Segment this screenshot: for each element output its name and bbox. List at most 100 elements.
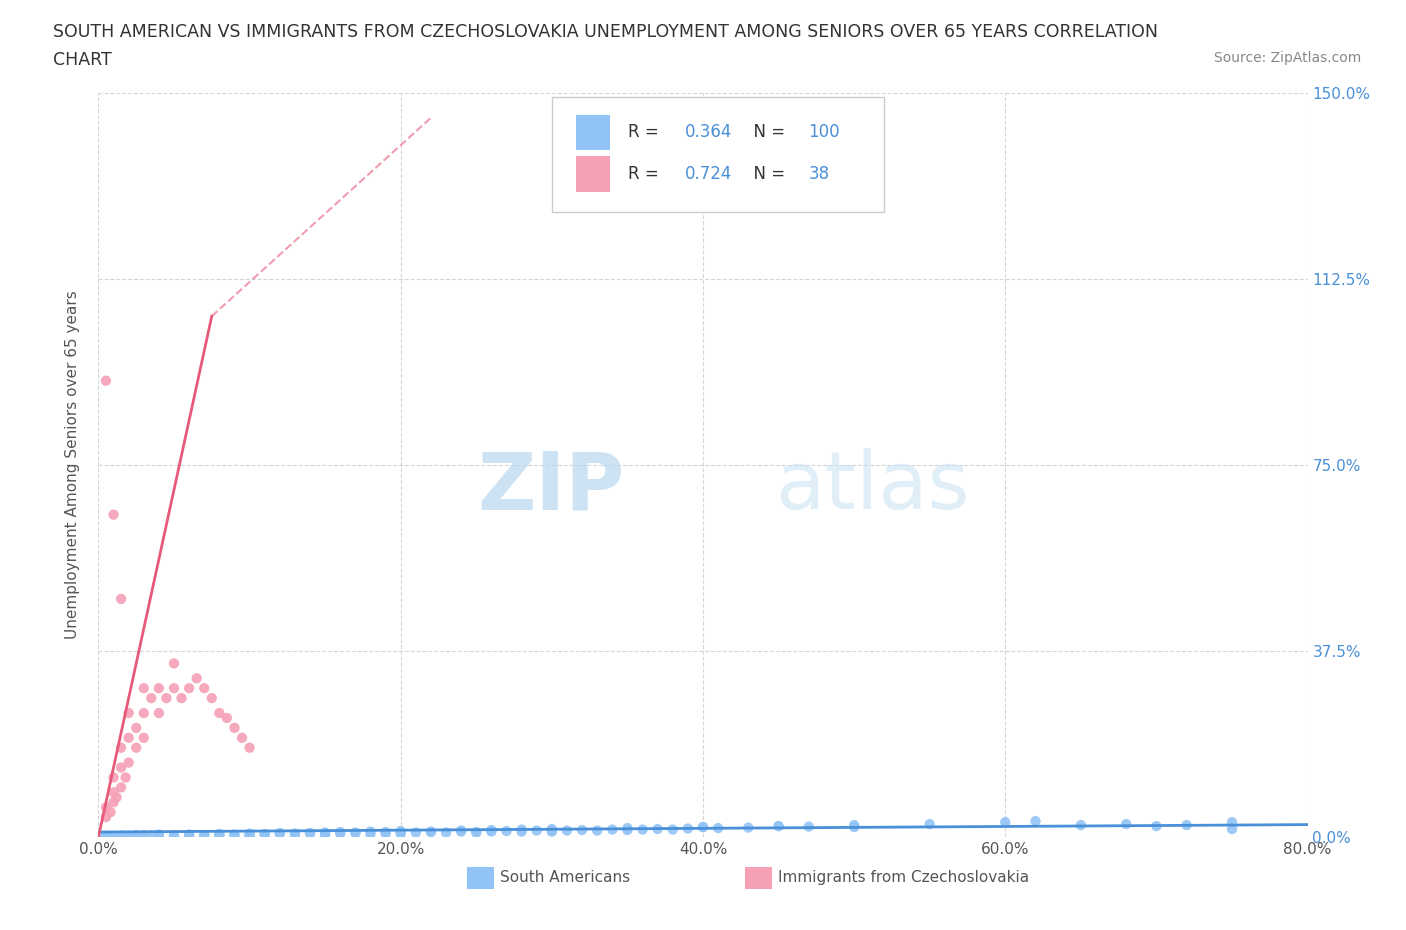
- Point: [94, 810, 117, 825]
- Point: [132, 730, 155, 745]
- Point: [148, 827, 170, 842]
- Point: [1115, 817, 1137, 831]
- Point: [103, 829, 125, 844]
- Point: [616, 820, 638, 835]
- Point: [510, 822, 533, 837]
- Text: R =: R =: [628, 166, 664, 183]
- Text: 38: 38: [808, 166, 830, 183]
- Point: [1220, 815, 1243, 830]
- Point: [1175, 817, 1198, 832]
- Text: 0.364: 0.364: [685, 124, 733, 141]
- Point: [132, 706, 155, 721]
- Point: [481, 824, 503, 839]
- Point: [994, 815, 1017, 830]
- Point: [103, 507, 125, 522]
- Point: [110, 780, 132, 795]
- Point: [163, 656, 186, 671]
- Point: [676, 821, 699, 836]
- Point: [692, 819, 714, 834]
- Point: [148, 681, 170, 696]
- Point: [239, 740, 262, 755]
- Point: [602, 822, 624, 837]
- Point: [465, 825, 488, 840]
- Point: [239, 828, 262, 843]
- Point: [844, 817, 866, 832]
- Point: [555, 823, 578, 838]
- Point: [179, 829, 201, 844]
- Point: [360, 827, 382, 842]
- Point: [224, 828, 246, 843]
- Point: [110, 828, 132, 843]
- Point: [299, 826, 322, 841]
- Point: [208, 706, 231, 721]
- Point: [125, 740, 148, 755]
- Text: 0.724: 0.724: [685, 166, 733, 183]
- Point: [179, 827, 201, 842]
- Point: [253, 827, 276, 842]
- Point: [329, 826, 352, 841]
- Text: R =: R =: [628, 124, 664, 141]
- Point: [1070, 817, 1092, 832]
- Text: atlas: atlas: [776, 448, 970, 526]
- Point: [540, 824, 562, 839]
- Text: Source: ZipAtlas.com: Source: ZipAtlas.com: [1213, 51, 1361, 65]
- Point: [495, 824, 517, 839]
- Text: N =: N =: [742, 124, 790, 141]
- Point: [239, 826, 262, 841]
- Point: [420, 825, 443, 840]
- Point: [94, 800, 117, 815]
- Point: [94, 829, 117, 844]
- Point: [132, 828, 155, 843]
- Point: [737, 820, 759, 835]
- Bar: [467, 867, 494, 889]
- Point: [269, 826, 291, 841]
- Point: [110, 829, 132, 844]
- Point: [420, 824, 443, 839]
- Point: [125, 721, 148, 736]
- Point: [148, 828, 170, 843]
- Point: [114, 770, 136, 785]
- Point: [103, 795, 125, 810]
- Point: [631, 822, 654, 837]
- Point: [374, 825, 396, 840]
- Bar: [576, 156, 610, 192]
- Point: [208, 828, 231, 843]
- Point: [100, 804, 122, 819]
- Point: [586, 823, 609, 838]
- Point: [193, 828, 215, 843]
- Point: [616, 823, 638, 838]
- Point: [118, 829, 141, 844]
- Point: [344, 825, 367, 840]
- Point: [329, 825, 352, 840]
- Point: [118, 730, 141, 745]
- Point: [208, 827, 231, 842]
- Point: [179, 681, 201, 696]
- Point: [110, 760, 132, 775]
- Text: South Americans: South Americans: [501, 870, 630, 885]
- Point: [253, 827, 276, 842]
- Point: [87, 830, 110, 844]
- Point: [105, 790, 128, 804]
- Point: [692, 819, 714, 834]
- Point: [647, 821, 669, 836]
- Point: [155, 691, 177, 706]
- Point: [186, 671, 208, 685]
- Point: [118, 706, 141, 721]
- Text: 100: 100: [808, 124, 839, 141]
- Point: [314, 827, 336, 842]
- Point: [193, 828, 215, 843]
- Point: [132, 829, 155, 844]
- Point: [314, 827, 336, 842]
- Point: [374, 826, 396, 841]
- Point: [768, 818, 790, 833]
- Point: [231, 730, 253, 745]
- Point: [299, 826, 322, 841]
- Point: [360, 824, 382, 839]
- Point: [768, 818, 790, 833]
- Point: [284, 827, 307, 842]
- Bar: [745, 867, 772, 889]
- Point: [526, 823, 548, 838]
- Point: [110, 591, 132, 606]
- Point: [163, 681, 186, 696]
- Point: [163, 828, 186, 843]
